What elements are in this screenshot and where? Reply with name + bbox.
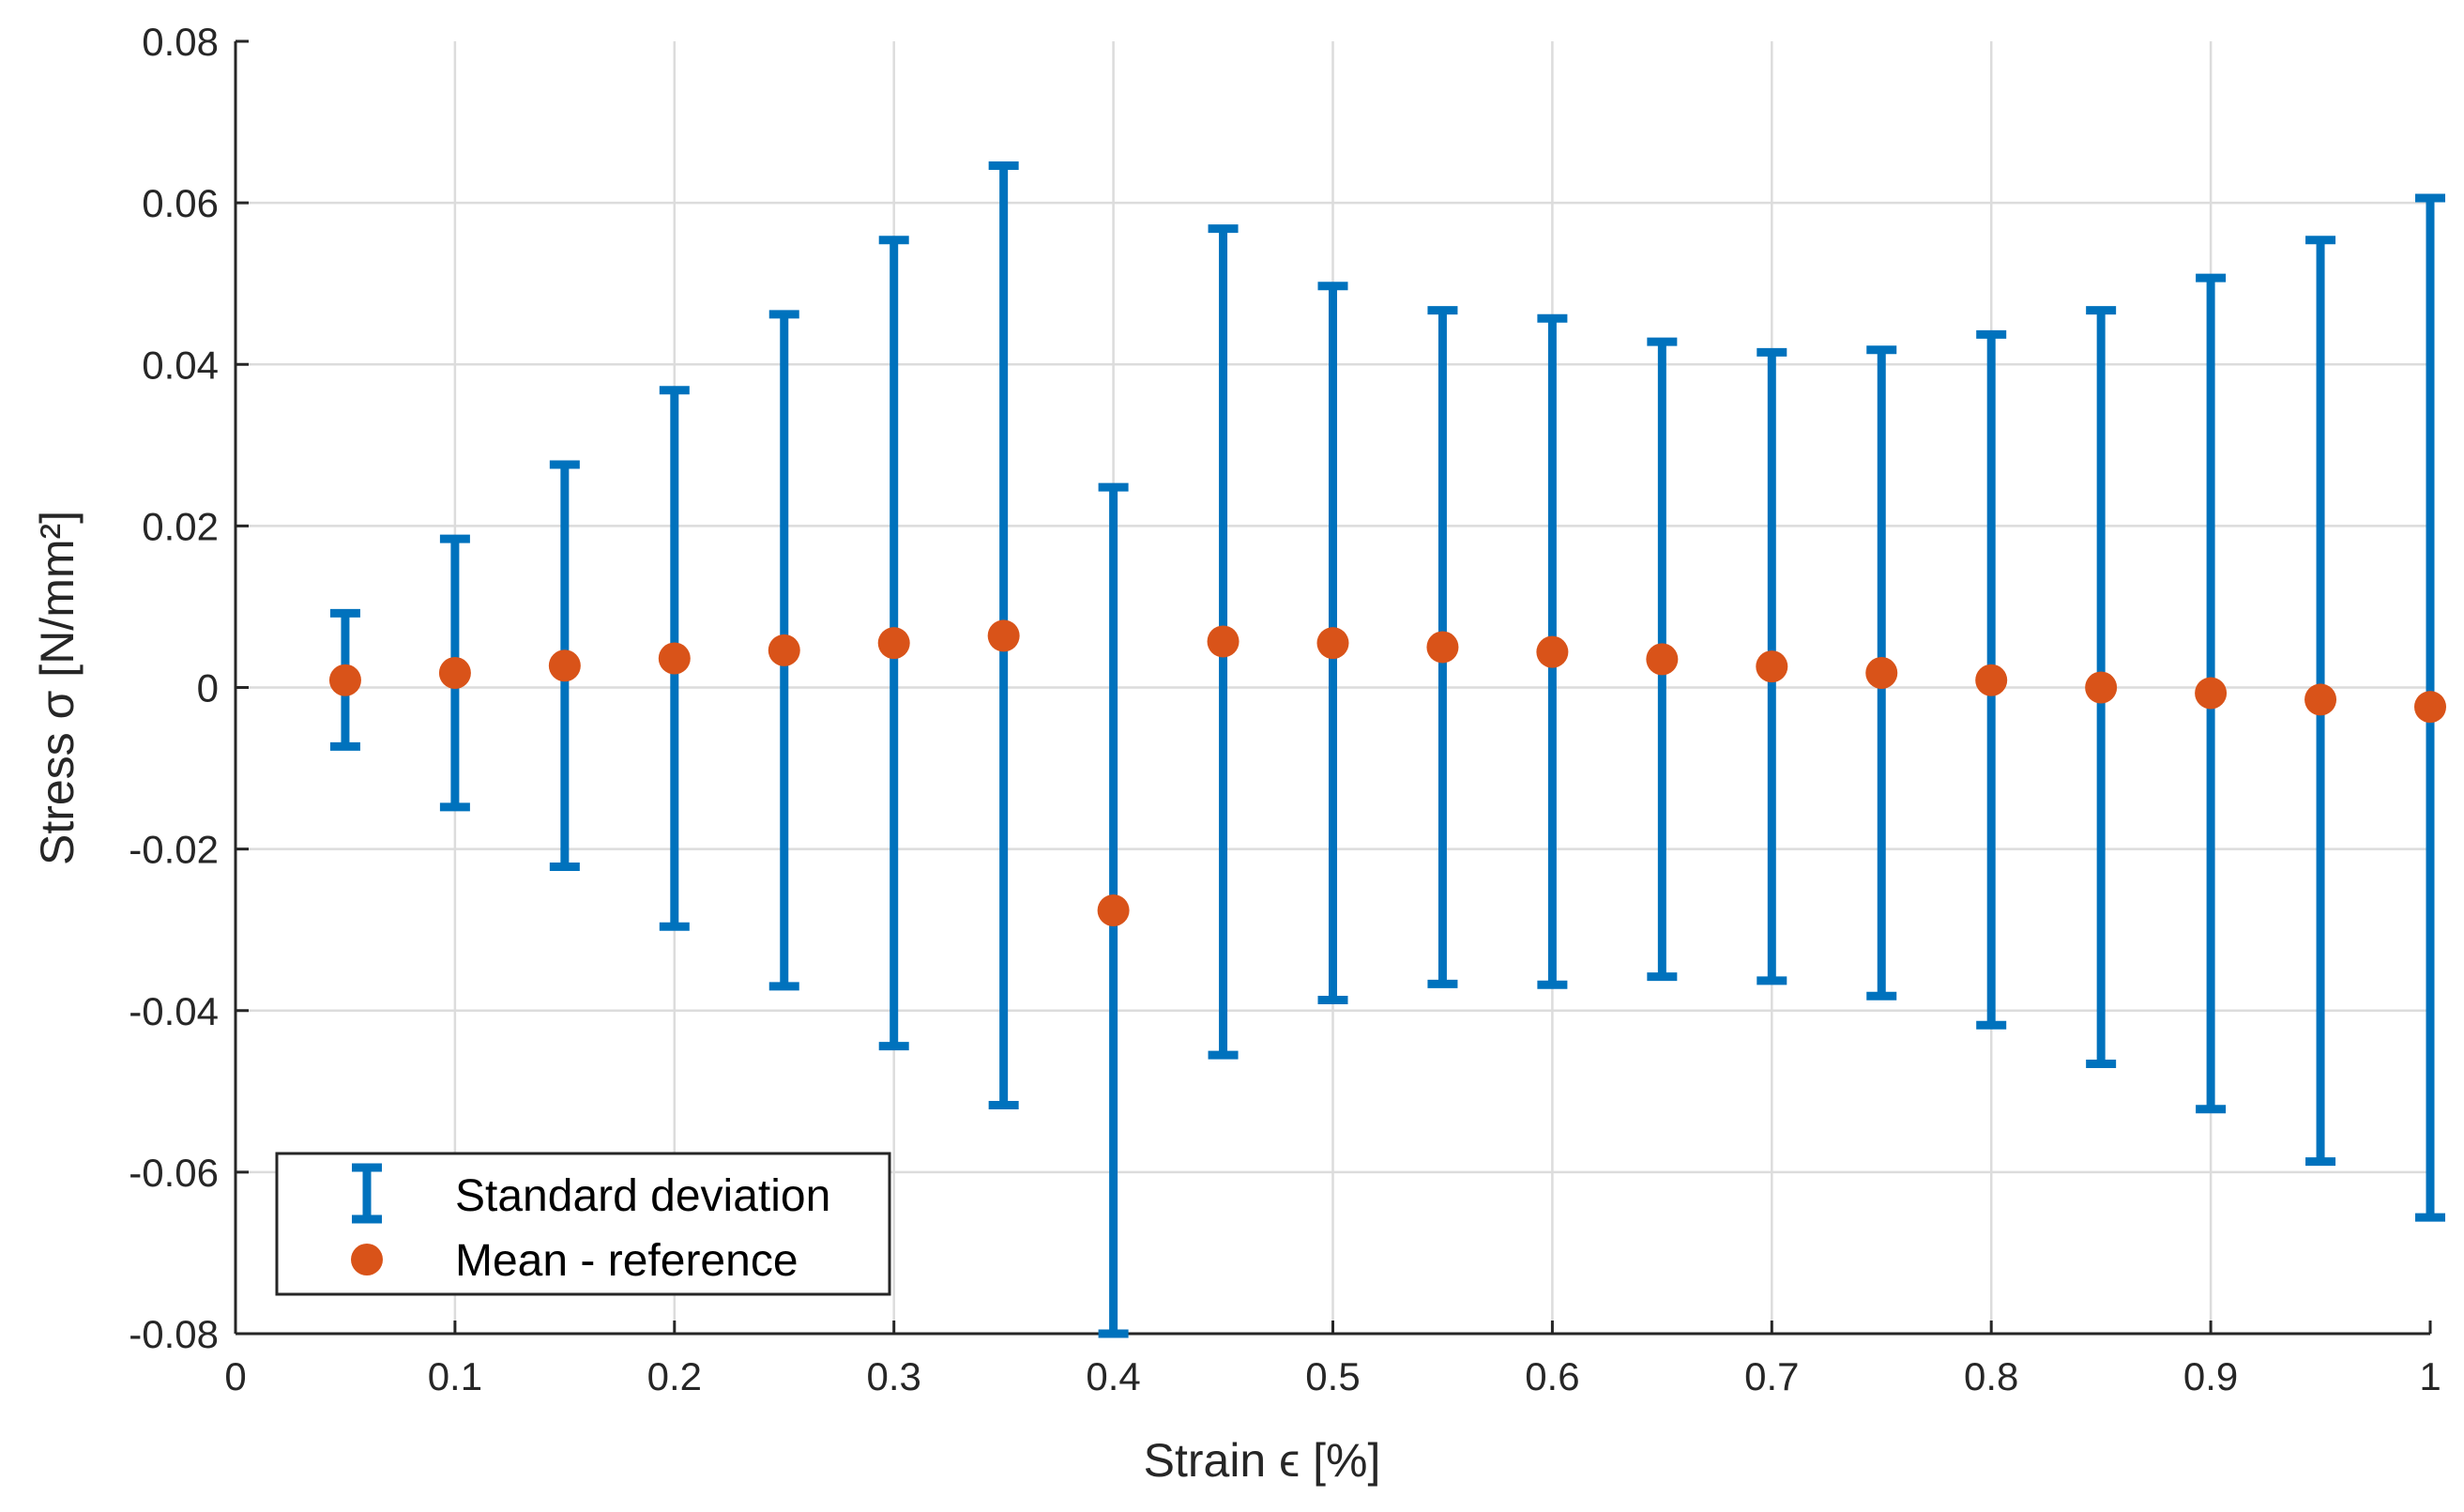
mean-point-6 <box>987 619 1020 652</box>
mean-point-13 <box>1756 650 1788 683</box>
x-tick-label-10: 1 <box>2419 1354 2441 1398</box>
x-tick-label-9: 0.9 <box>2183 1354 2238 1398</box>
y-tick-label-1: -0.06 <box>129 1151 219 1195</box>
y-tick-label-0: -0.08 <box>129 1312 219 1356</box>
mean-point-15 <box>1975 664 2008 696</box>
mean-point-11 <box>1536 635 1569 668</box>
x-tick-label-7: 0.7 <box>1744 1354 1799 1398</box>
mean-point-4 <box>768 634 800 666</box>
axes <box>234 39 2432 1336</box>
x-tick-label-8: 0.8 <box>1964 1354 2018 1398</box>
legend-marker-icon <box>351 1244 383 1275</box>
mean-point-5 <box>877 627 910 660</box>
y-tick-label-2: -0.04 <box>129 989 219 1033</box>
x-tick-label-2: 0.2 <box>647 1354 702 1398</box>
legend-box <box>275 1152 891 1296</box>
x-tick-label-0: 0 <box>224 1354 246 1398</box>
y-tick-labels: -0.08 -0.06 -0.04 -0.02 0 0.02 0.04 0.06 0.08 <box>129 20 219 1356</box>
x-tick-label-3: 0.3 <box>867 1354 921 1398</box>
mean-point-12 <box>1646 643 1679 676</box>
legend-label-mean: Mean - reference <box>455 1236 799 1286</box>
mean-point-17 <box>2195 677 2228 710</box>
mean-point-14 <box>1865 657 1898 690</box>
legend-label-std: Standard deviation <box>455 1171 830 1221</box>
x-tick-label-1: 0.1 <box>428 1354 482 1398</box>
legend: Standard deviation Mean - reference <box>275 1152 891 1296</box>
mean-point-9 <box>1316 627 1349 660</box>
x-tick-labels: 0 0.1 0.2 0.3 0.4 0.5 0.6 0.7 0.8 0.9 1 <box>224 1354 2441 1398</box>
y-tick-label-7: 0.06 <box>142 181 219 225</box>
y-axis-label: Stress σ [N/mm²] <box>31 511 84 865</box>
x-tick-label-5: 0.5 <box>1305 1354 1360 1398</box>
mean-point-0 <box>328 664 361 696</box>
y-tick-label-8: 0.08 <box>142 20 219 64</box>
y-tick-label-5: 0.02 <box>142 504 219 548</box>
x-axis-label: Strain ϵ [%] <box>1144 1434 1381 1487</box>
x-tick-label-4: 0.4 <box>1086 1354 1140 1398</box>
y-tick-label-4: 0 <box>197 666 219 710</box>
mean-point-16 <box>2085 671 2118 704</box>
y-tick-label-6: 0.04 <box>142 343 219 387</box>
mean-point-7 <box>1097 894 1130 927</box>
mean-point-2 <box>548 649 581 682</box>
mean-markers <box>328 619 2446 927</box>
legend-errorbar-icon <box>352 1163 382 1224</box>
x-tick-label-6: 0.6 <box>1525 1354 1579 1398</box>
mean-point-8 <box>1207 625 1240 658</box>
mean-point-3 <box>658 642 691 675</box>
y-tick-label-3: -0.02 <box>129 828 219 872</box>
mean-point-1 <box>438 657 471 690</box>
mean-point-18 <box>2304 683 2337 716</box>
mean-point-19 <box>2414 691 2446 724</box>
mean-point-10 <box>1426 631 1459 664</box>
